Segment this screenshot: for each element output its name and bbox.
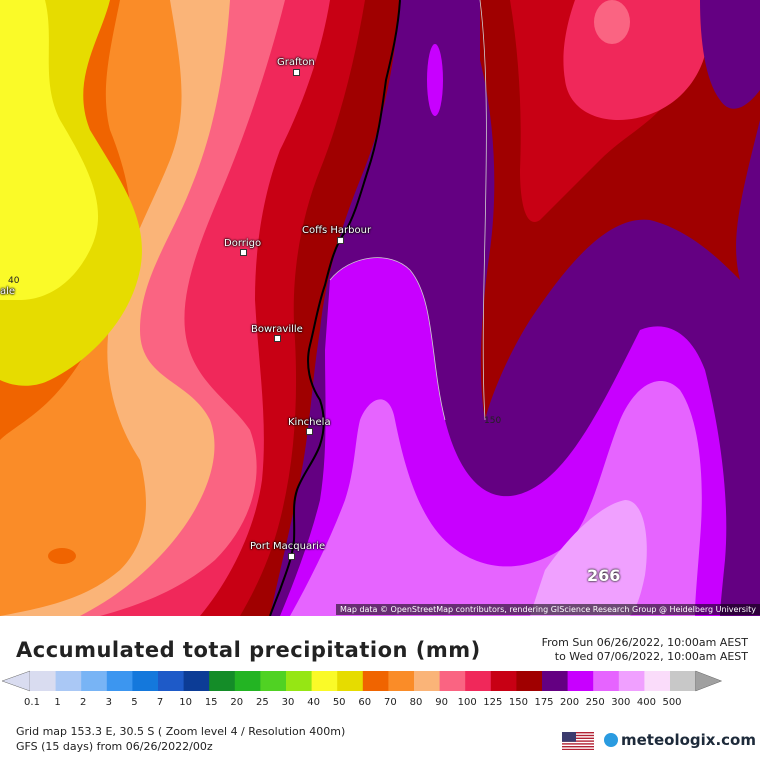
scale-tick-label: 100 xyxy=(457,697,477,708)
scale-swatch xyxy=(618,671,645,691)
scale-tick-label: 60 xyxy=(358,697,372,708)
scale-tick-label: 7 xyxy=(156,697,164,708)
city-label-bowraville: Bowraville xyxy=(251,324,303,335)
city-label-kinchela: Kinchela xyxy=(288,417,331,428)
contour-label-40: 40 xyxy=(8,276,20,286)
scale-swatch xyxy=(81,671,108,691)
map-attribution[interactable]: Map data © OpenStreetMap contributors, r… xyxy=(336,604,760,615)
scale-tick-label: 70 xyxy=(384,697,397,708)
scale-swatch xyxy=(490,671,517,691)
brand-logo[interactable]: meteologix.com xyxy=(604,731,756,749)
city-label-edge: ale xyxy=(0,286,16,297)
grid-info: Grid map 153.3 E, 30.5 S ( Zoom level 4 … xyxy=(16,725,346,738)
scale-tick-label: 150 xyxy=(508,697,528,708)
time-range-to: to Wed 07/06/2022, 10:00am AEST xyxy=(554,650,748,663)
scale-swatch xyxy=(55,671,82,691)
scale-tick-label: 250 xyxy=(585,697,605,708)
time-range: From Sun 06/26/2022, 10:00am AEST to Wed… xyxy=(542,636,748,664)
max-value-label: 266 xyxy=(587,566,621,585)
scale-swatch xyxy=(593,671,620,691)
scale-tick-label: 200 xyxy=(560,697,580,708)
city-dot-kinchela xyxy=(306,428,313,435)
city-label-port-macquarie: Port Macquarie xyxy=(250,541,326,552)
city-label-dorrigo: Dorrigo xyxy=(224,238,262,249)
scale-swatch xyxy=(644,671,671,691)
scale-swatch xyxy=(158,671,185,691)
city-label-grafton: Grafton xyxy=(277,57,315,68)
scale-tick-label: 50 xyxy=(332,697,346,708)
scale-swatch xyxy=(542,671,569,691)
model-info: GFS (15 days) from 06/26/2022/00z xyxy=(16,740,213,753)
us-flag-icon[interactable] xyxy=(562,732,594,750)
scale-swatch xyxy=(286,671,313,691)
city-dot-grafton xyxy=(293,69,300,76)
scale-swatch xyxy=(439,671,466,691)
scale-tick-label: 400 xyxy=(636,697,656,708)
scale-swatch xyxy=(106,671,133,691)
brand-logo-icon xyxy=(604,733,618,747)
city-dot-coffs-harbour xyxy=(337,237,344,244)
scale-arrow-left xyxy=(2,670,31,692)
city-dot-port-macquarie xyxy=(288,553,295,560)
scale-swatch xyxy=(209,671,236,691)
scale-tick-label: 1 xyxy=(54,697,61,708)
scale-tick-label: 125 xyxy=(483,697,503,708)
legend-title: Accumulated total precipitation (mm) xyxy=(16,638,481,662)
scale-swatch xyxy=(183,671,210,691)
scale-swatch xyxy=(132,671,159,691)
scale-tick-label: 300 xyxy=(611,697,631,708)
scale-swatch xyxy=(670,671,697,691)
scale-tick-label: 25 xyxy=(256,697,269,708)
precipitation-map[interactable]: Grafton Coffs Harbour Dorrigo Bowraville… xyxy=(0,0,760,616)
scale-tick-label: 80 xyxy=(409,697,423,708)
scale-swatch xyxy=(516,671,543,691)
scale-swatch xyxy=(30,671,57,691)
scale-swatch xyxy=(414,671,441,691)
scale-tick-label: 2 xyxy=(80,697,87,708)
city-dot-dorrigo xyxy=(240,249,247,256)
scale-tick-label: 0.1 xyxy=(24,697,40,708)
scale-swatch xyxy=(362,671,389,691)
scale-swatch xyxy=(388,671,415,691)
precipitation-field xyxy=(0,0,760,616)
scale-tick-label: 20 xyxy=(230,697,244,708)
scale-swatch xyxy=(311,671,338,691)
scale-swatch xyxy=(465,671,492,691)
scale-swatch xyxy=(337,671,364,691)
scale-tick-label: 90 xyxy=(435,697,448,708)
color-scale-bar xyxy=(2,670,723,692)
scale-tick-label: 40 xyxy=(307,697,320,708)
scale-tick-label: 5 xyxy=(131,697,138,708)
scale-tick-label: 10 xyxy=(179,697,192,708)
city-dot-bowraville xyxy=(274,335,281,342)
scale-swatch xyxy=(260,671,287,691)
scale-tick-label: 175 xyxy=(534,697,554,708)
brand-logo-text: meteologix.com xyxy=(621,731,756,749)
scale-tick-label: 15 xyxy=(204,697,218,708)
scale-arrow-right xyxy=(695,670,723,692)
contour-label-150: 150 xyxy=(484,416,502,426)
scale-swatch xyxy=(567,671,594,691)
scale-tick-label: 500 xyxy=(662,697,682,708)
scale-tick-label: 3 xyxy=(105,697,112,708)
scale-tick-label: 30 xyxy=(281,697,295,708)
city-label-coffs-harbour: Coffs Harbour xyxy=(302,225,372,236)
time-range-from: From Sun 06/26/2022, 10:00am AEST xyxy=(541,636,748,649)
scale-swatch xyxy=(234,671,261,691)
